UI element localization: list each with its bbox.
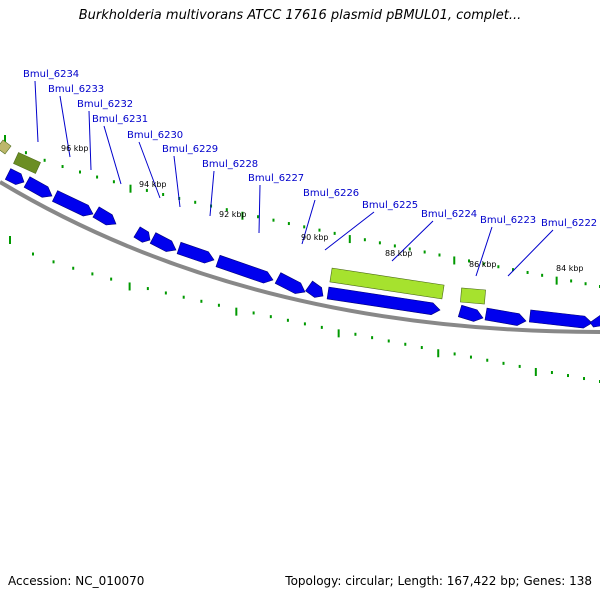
gene-label: Bmul_6222 bbox=[541, 218, 597, 229]
gene-label: Bmul_6226 bbox=[303, 188, 359, 199]
backbone-layer bbox=[0, 180, 600, 334]
gene-arrow bbox=[484, 307, 527, 326]
gene-label: Bmul_6224 bbox=[421, 209, 477, 220]
gene-label: Bmul_6232 bbox=[77, 99, 133, 110]
label-leaders bbox=[34, 80, 554, 277]
tick-label: 96 kbp bbox=[61, 144, 89, 153]
label-leader bbox=[209, 170, 215, 217]
label-leader bbox=[391, 220, 434, 262]
rna-feature bbox=[0, 139, 12, 155]
gene-label: Bmul_6233 bbox=[48, 84, 104, 95]
gene-label: Bmul_6229 bbox=[162, 144, 218, 155]
accession-line: Accession: NC_010070 bbox=[8, 574, 145, 588]
label-leader bbox=[34, 80, 39, 143]
tick-label: 94 kbp bbox=[139, 180, 167, 189]
tick-label: 86 kbp bbox=[469, 260, 497, 269]
label-leader bbox=[138, 141, 161, 199]
gene-arrow bbox=[149, 232, 177, 252]
gene-arrow bbox=[305, 280, 324, 298]
gene-label: Bmul_6225 bbox=[362, 200, 418, 211]
label-leader bbox=[301, 199, 316, 245]
gene-label: Bmul_6234 bbox=[23, 69, 79, 80]
features-layer bbox=[0, 139, 600, 329]
gene-arrow bbox=[51, 190, 94, 217]
label-layer: 96 kbp 94 kbp 92 kbp 90 kbp 88 kbp 86 kbp 84 k… bbox=[23, 69, 597, 273]
gene-arrow bbox=[589, 315, 600, 328]
gene-arrow bbox=[133, 226, 151, 243]
gene-label: Bmul_6231 bbox=[92, 114, 148, 125]
gene-arrow bbox=[457, 304, 484, 322]
gene-label: Bmul_6228 bbox=[202, 159, 258, 170]
gene-arrow bbox=[176, 241, 215, 264]
gene-arrow bbox=[92, 206, 117, 226]
label-leader bbox=[88, 110, 92, 171]
label-leader bbox=[324, 211, 375, 251]
gene-label: Bmul_6230 bbox=[127, 130, 183, 141]
gene-arrow bbox=[326, 286, 441, 316]
label-leader bbox=[173, 155, 181, 208]
label-leader bbox=[258, 184, 261, 234]
tick-label: 84 kbp bbox=[556, 264, 584, 273]
label-leader bbox=[507, 229, 554, 277]
tick-label: 88 kbp bbox=[385, 249, 413, 258]
tick-label: 92 kbp bbox=[219, 210, 247, 219]
gene-label: Bmul_6227 bbox=[248, 173, 304, 184]
rna-feature bbox=[460, 287, 486, 305]
gene-arrow bbox=[4, 168, 25, 185]
gene-arrow bbox=[215, 254, 274, 284]
label-leader bbox=[475, 226, 493, 277]
backbone-circle bbox=[0, 180, 600, 334]
gene-arrow bbox=[23, 176, 53, 198]
rna-feature bbox=[329, 267, 445, 300]
tick-label: 90 kbp bbox=[301, 233, 329, 242]
label-leader bbox=[103, 125, 122, 185]
map-title: Burkholderia multivorans ATCC 17616 plas… bbox=[78, 8, 522, 23]
summary-line: Topology: circular; Length: 167,422 bp; … bbox=[285, 574, 592, 588]
label-leader bbox=[59, 95, 71, 158]
gene-arrow bbox=[528, 309, 593, 329]
gene-label: Bmul_6223 bbox=[480, 215, 536, 226]
gene-arrow bbox=[274, 272, 306, 294]
rna-feature bbox=[13, 152, 41, 174]
